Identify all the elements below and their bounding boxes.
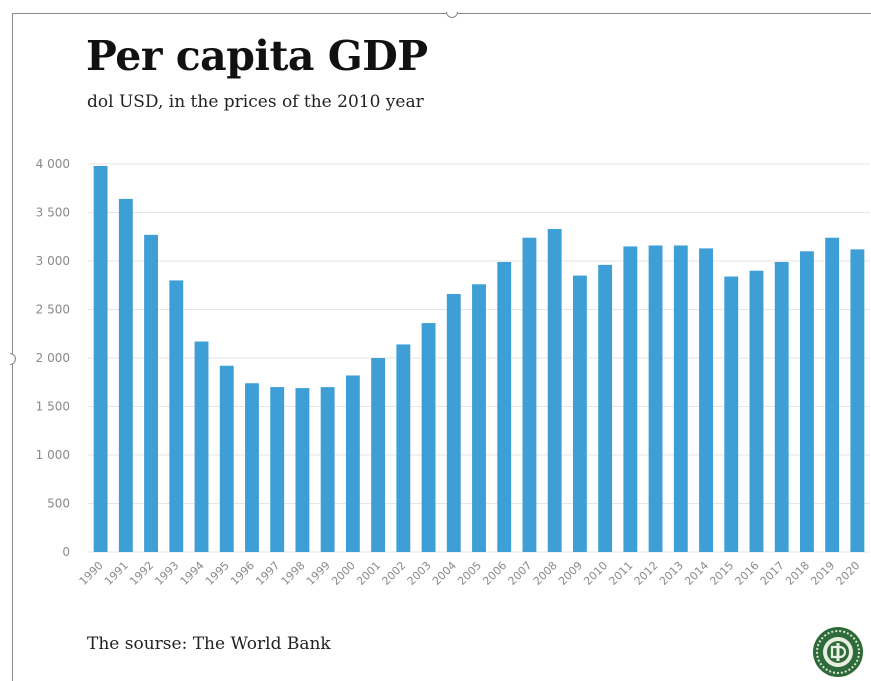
- x-tick-label: 2002: [379, 559, 408, 588]
- chart-subtitle: dol USD, in the prices of the 2010 year: [87, 92, 424, 112]
- y-tick-label: 3 000: [36, 254, 70, 268]
- bar: [774, 261, 789, 552]
- bar: [598, 264, 613, 552]
- bar: [320, 387, 335, 552]
- chart-title: Per capita GDP: [86, 32, 428, 80]
- bar: [194, 341, 209, 552]
- bar: [699, 248, 713, 552]
- bar: [472, 284, 486, 552]
- x-tick-label: 2013: [657, 559, 686, 588]
- x-tick-label: 2004: [430, 559, 459, 588]
- bar: [421, 323, 436, 552]
- x-tick-label: 1990: [77, 559, 106, 588]
- y-tick-label: 1 500: [36, 400, 70, 414]
- y-tick-label: 0: [62, 545, 70, 559]
- x-tick-label: 1995: [203, 559, 232, 588]
- y-tick-label: 1 000: [36, 448, 70, 462]
- bar: [245, 383, 259, 552]
- bar: [396, 344, 411, 552]
- bar: [648, 245, 663, 553]
- x-tick-label: 1993: [152, 559, 181, 588]
- x-tick-label: 2012: [632, 559, 661, 588]
- y-tick-label: 4 000: [36, 157, 70, 171]
- bar: [572, 275, 587, 552]
- x-tick-label: 1994: [178, 559, 207, 588]
- bar: [623, 246, 638, 552]
- source-note: The sourse: The World Bank: [87, 634, 331, 654]
- bar: [547, 228, 562, 553]
- bar: [799, 251, 814, 553]
- bar: [724, 276, 739, 552]
- bar: [219, 365, 234, 552]
- x-tick-label: 2001: [354, 559, 383, 588]
- bar: [850, 249, 865, 553]
- bar: [749, 270, 764, 552]
- bar: [371, 358, 386, 552]
- x-tick-label: 2015: [707, 559, 736, 588]
- bar: [673, 245, 688, 553]
- selection-frame-top: [12, 13, 871, 14]
- bar: [270, 387, 285, 552]
- bar: [144, 234, 159, 552]
- x-tick-label: 2003: [405, 559, 434, 588]
- x-tick-label: 1999: [304, 559, 333, 588]
- y-tick-label: 2 500: [36, 303, 70, 317]
- x-tick-label: 1997: [253, 559, 282, 588]
- bar: [497, 261, 512, 552]
- x-tick-label: 2000: [329, 559, 358, 588]
- x-tick-label: 2008: [531, 559, 560, 588]
- x-tick-label: 2017: [758, 559, 787, 588]
- x-tick-label: 2020: [834, 559, 863, 588]
- x-tick-label: 1996: [228, 559, 257, 588]
- x-tick-label: 2019: [808, 559, 837, 588]
- y-tick-label: 500: [47, 497, 70, 511]
- x-tick-label: 2006: [480, 559, 509, 588]
- selection-frame-left: [12, 13, 13, 681]
- publisher-logo-icon: [813, 627, 863, 677]
- x-tick-label: 2005: [455, 559, 484, 588]
- x-tick-label: 1998: [279, 559, 308, 588]
- y-tick-label: 3 500: [36, 206, 70, 220]
- x-tick-label: 2016: [733, 559, 762, 588]
- x-tick-label: 2018: [783, 559, 812, 588]
- x-tick-label: 2011: [606, 559, 635, 588]
- bar: [169, 280, 184, 552]
- y-tick-label: 2 000: [36, 351, 70, 365]
- x-tick-label: 1991: [102, 559, 131, 588]
- x-tick-label: 2014: [682, 559, 711, 588]
- x-tick-label: 2007: [506, 559, 535, 588]
- x-tick-label: 1992: [127, 559, 156, 588]
- bar: [118, 198, 133, 553]
- x-tick-label: 2010: [581, 559, 610, 588]
- bar: [522, 237, 537, 552]
- bar: [93, 165, 108, 552]
- x-tick-label: 2009: [556, 559, 585, 588]
- bar: [446, 293, 461, 552]
- bar: [825, 237, 840, 552]
- bar: [345, 375, 360, 552]
- bar: [295, 388, 310, 552]
